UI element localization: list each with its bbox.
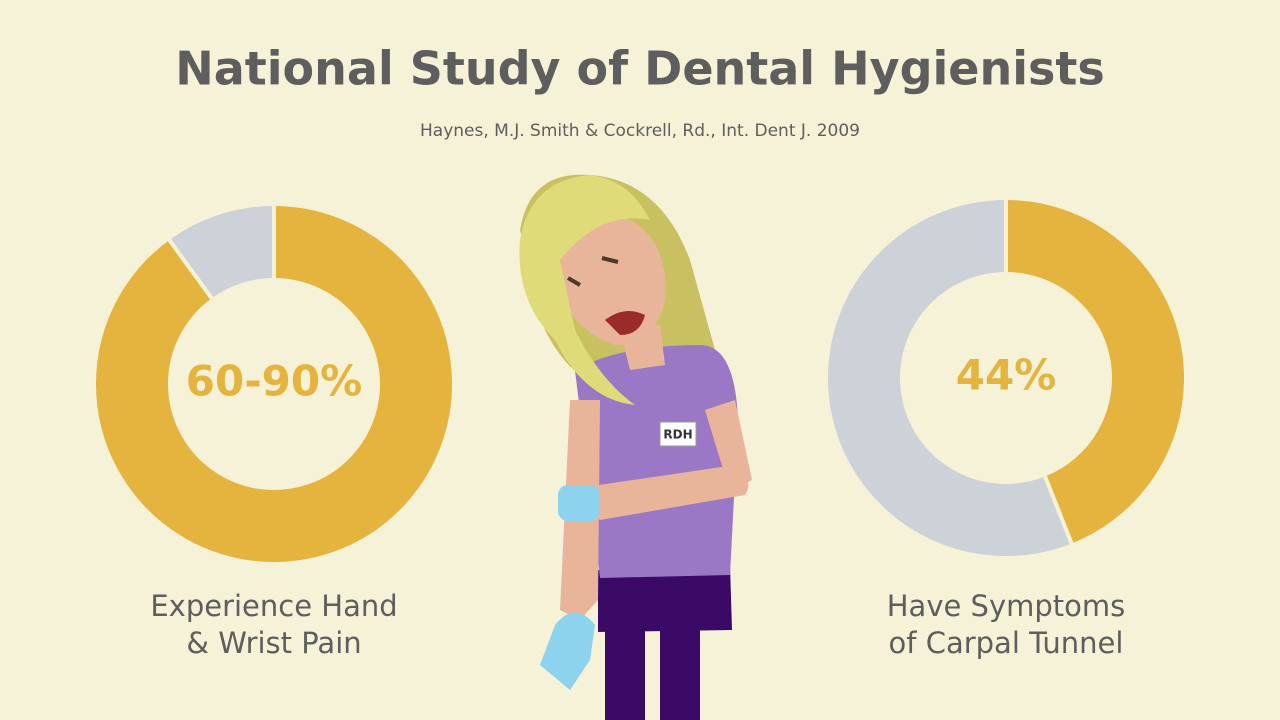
chart-label: Have Symptoms xyxy=(887,589,1126,623)
badge-text: RDH xyxy=(663,428,692,442)
center-label: 44% xyxy=(956,351,1057,400)
hair-front xyxy=(519,175,650,405)
chart-label: of Carpal Tunnel xyxy=(889,626,1124,660)
donut-slice xyxy=(1004,195,1188,548)
subtitle: Haynes, M.J. Smith & Cockrell, Rd., Int.… xyxy=(420,121,860,141)
donut-slice xyxy=(165,201,276,303)
hygienist-illustration: RDH xyxy=(519,174,752,720)
title: National Study of Dental Hygienists xyxy=(175,42,1104,96)
forearm xyxy=(565,465,749,520)
chart-label: Experience Hand xyxy=(150,589,397,623)
donut-slice xyxy=(92,201,456,566)
mouth xyxy=(605,311,645,335)
eyes xyxy=(566,256,619,287)
chart-label: & Wrist Pain xyxy=(186,626,361,660)
pants xyxy=(598,565,732,632)
glove xyxy=(540,612,595,690)
donut-slice xyxy=(824,195,1075,560)
shirt xyxy=(575,345,738,578)
face xyxy=(555,213,666,345)
glove xyxy=(558,485,600,521)
center-label: 60-90% xyxy=(186,357,362,406)
badge xyxy=(659,421,697,447)
arm xyxy=(705,400,752,492)
